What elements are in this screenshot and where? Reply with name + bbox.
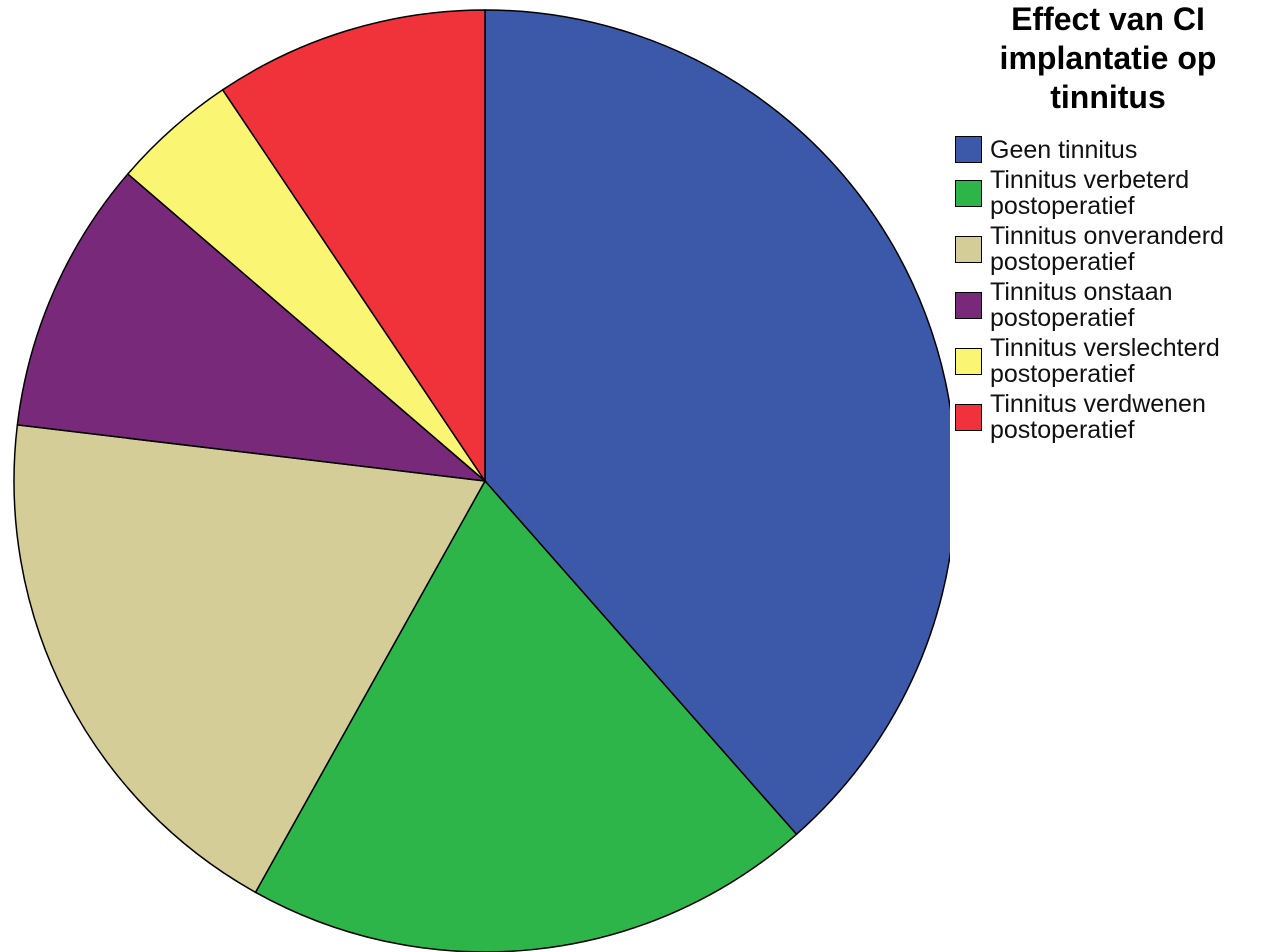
legend-label: Tinnitus onveranderd postoperatief — [990, 222, 1224, 276]
legend-label: Tinnitus onstaan postoperatief — [990, 278, 1173, 332]
legend-title: Effect van CI implantatie op tinnitus — [999, 1, 1217, 115]
legend-swatch — [955, 347, 982, 375]
legend-label: Tinnitus verdwenen postoperatief — [990, 390, 1206, 444]
pie-chart — [13, 9, 950, 952]
legend: Geen tinnitus Tinnitus verbeterd postoper… — [955, 136, 1267, 447]
legend-swatch — [955, 136, 982, 163]
legend-swatch — [955, 291, 982, 319]
pie-slice — [13, 424, 487, 894]
legend-item: Tinnitus verdwenen postoperatief — [955, 391, 1267, 443]
legend-swatch — [955, 403, 982, 431]
legend-item: Tinnitus verslechterd postoperatief — [955, 335, 1267, 387]
legend-item: Tinnitus onstaan postoperatief — [955, 279, 1267, 331]
legend-label: Geen tinnitus — [990, 135, 1138, 164]
legend-label: Tinnitus verslechterd postoperatief — [990, 334, 1220, 388]
legend-item: Geen tinnitus — [955, 136, 1267, 163]
pie-slice — [254, 479, 798, 952]
pie-slice — [221, 9, 486, 484]
legend-item: Tinnitus verbeterd postoperatief — [955, 167, 1267, 219]
legend-swatch — [955, 179, 982, 207]
pie-slice — [16, 172, 488, 483]
legend-label: Tinnitus verbeterd postoperatief — [990, 166, 1190, 220]
pie-slice — [484, 9, 950, 836]
legend-swatch — [955, 235, 982, 263]
legend-item: Tinnitus onveranderd postoperatief — [955, 223, 1267, 275]
